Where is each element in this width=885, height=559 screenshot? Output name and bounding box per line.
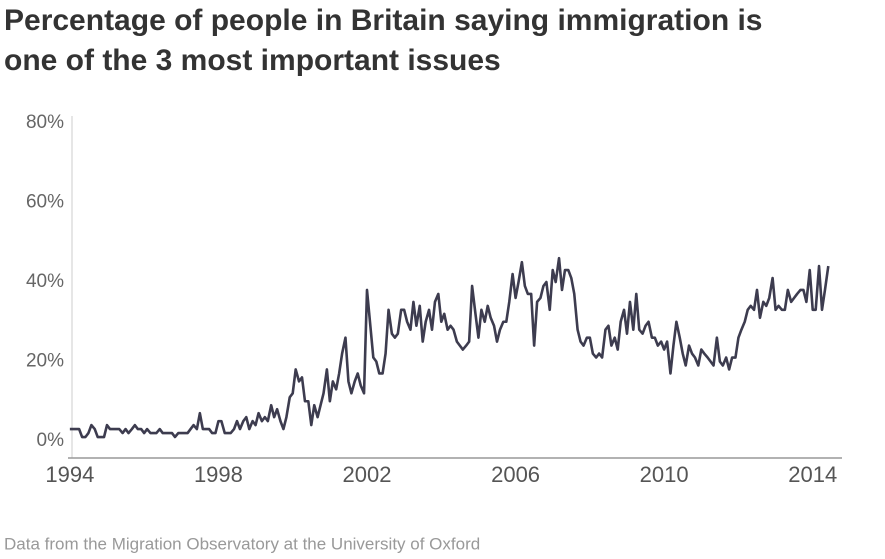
x-tick-label: 2010 [640,462,689,487]
y-tick-label: 20% [26,351,64,372]
source-note: Data from the Migration Observatory at t… [4,534,480,553]
y-tick-label: 0% [37,430,65,451]
x-tick-label: 1998 [194,462,243,487]
y-tick-label: 60% [26,192,64,213]
x-tick-label: 2014 [788,462,837,487]
y-tick-label: 80% [26,112,64,133]
y-tick-label: 40% [26,271,64,292]
x-tick-label: 1994 [45,462,94,487]
x-tick-label: 2006 [491,462,540,487]
x-tick-label: 2002 [343,462,392,487]
data-line [69,256,830,439]
chart-title-line: one of the 3 most important issues [4,44,501,77]
chart-title-line: Percentage of people in Britain saying i… [4,4,763,37]
